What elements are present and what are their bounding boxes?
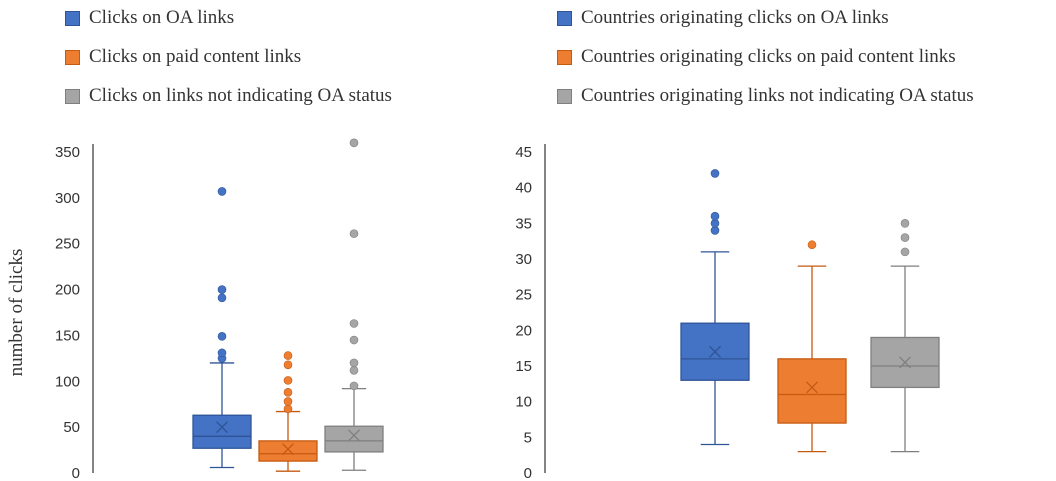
y-tick-label: 200 — [55, 282, 80, 299]
y-tick-label: 10 — [515, 394, 532, 411]
outlier-point — [349, 381, 359, 391]
outlier-point — [349, 229, 359, 238]
legend-label: Countries originating clicks on paid con… — [581, 46, 956, 67]
outlier-point — [710, 169, 720, 178]
outlier-point — [283, 397, 293, 406]
mean-marker — [282, 443, 294, 456]
outlier-point — [349, 138, 359, 148]
legend-swatch-orange — [557, 49, 572, 65]
outlier-point — [349, 365, 359, 375]
legend-label: Countries originating links not indicati… — [581, 85, 974, 106]
legend-label: Clicks on OA links — [89, 7, 235, 28]
outlier-point — [710, 219, 720, 228]
legend-swatch-blue — [65, 10, 80, 26]
legend-swatch-orange — [65, 49, 80, 65]
mean-marker — [348, 429, 360, 442]
outlier-point — [710, 226, 720, 235]
outlier-point — [900, 247, 910, 257]
outlier-point — [710, 211, 720, 221]
y-tick-label: 250 — [55, 236, 80, 253]
mean-marker — [899, 356, 911, 369]
y-tick-label: 35 — [515, 215, 532, 232]
y-tick-label: 30 — [515, 251, 532, 268]
outlier-point — [217, 332, 227, 341]
outlier-point — [283, 351, 293, 360]
y-tick-label: 350 — [55, 144, 80, 161]
outlier-point — [217, 348, 227, 358]
mean-marker — [806, 381, 818, 394]
y-tick-label: 45 — [515, 144, 532, 161]
legend-item-oa-clicks: Clicks on OA links — [65, 6, 234, 30]
outlier-point — [283, 404, 293, 414]
outlier-point — [217, 293, 227, 303]
outlier-point — [349, 358, 359, 368]
outlier-point — [900, 233, 910, 242]
legend-item-paid-countries: Countries originating clicks on paid con… — [557, 45, 956, 69]
mean-marker — [709, 345, 721, 358]
y-tick-label: 0 — [72, 465, 80, 481]
outlier-point — [807, 240, 817, 250]
legend-label: Clicks on paid content links — [89, 46, 302, 67]
y-tick-label: 50 — [63, 419, 80, 436]
legend-swatch-blue — [557, 10, 572, 26]
outlier-point — [217, 285, 227, 294]
y-tick-label: 300 — [55, 190, 80, 207]
legend-item-oa-countries: Countries originating clicks on OA links — [557, 6, 889, 30]
legend-label: Countries originating clicks on OA links — [581, 7, 889, 28]
y-tick-label: 25 — [515, 287, 532, 304]
y-axis-title: number of clicks — [6, 249, 27, 377]
y-tick-label: 150 — [55, 327, 80, 344]
outlier-point — [283, 360, 293, 370]
outlier-point — [283, 376, 293, 385]
outlier-point — [349, 319, 359, 328]
box-iqr — [324, 425, 384, 453]
legend-item-unknown-countries: Countries originating links not indicati… — [557, 84, 974, 108]
legend-swatch-gray — [65, 88, 80, 104]
y-tick-label: 15 — [515, 358, 532, 375]
outlier-point — [900, 219, 910, 228]
outlier-point — [349, 335, 359, 345]
y-tick-label: 100 — [55, 373, 80, 390]
box-iqr — [258, 440, 318, 462]
legend-item-unknown-clicks: Clicks on links not indicating OA status — [65, 84, 392, 108]
mean-marker — [216, 421, 228, 434]
legend-label: Clicks on links not indicating OA status — [89, 85, 392, 106]
y-tick-label: 5 — [524, 429, 532, 446]
legend-item-paid-clicks: Clicks on paid content links — [65, 45, 301, 69]
y-tick-label: 40 — [515, 180, 532, 197]
outlier-point — [217, 187, 227, 196]
legend-swatch-gray — [557, 88, 572, 104]
box-iqr — [777, 358, 847, 424]
y-tick-label: 0 — [524, 465, 532, 481]
outlier-point — [283, 387, 293, 397]
y-tick-label: 20 — [515, 322, 532, 339]
box-iqr — [192, 414, 252, 449]
